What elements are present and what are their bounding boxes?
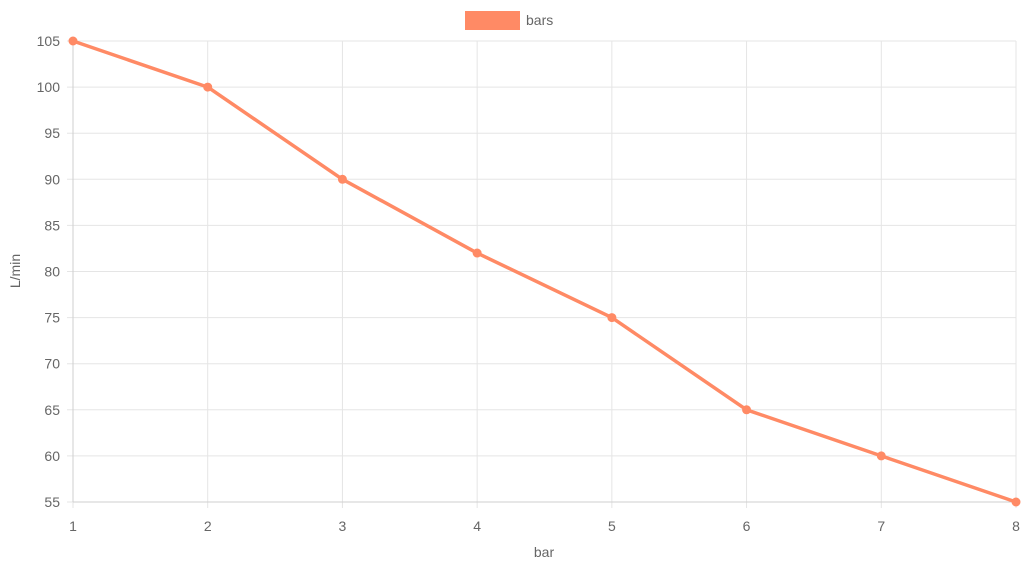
axes (72, 41, 1016, 503)
x-tick-label: 7 (877, 518, 885, 534)
x-tick-label: 6 (743, 518, 751, 534)
y-tick-label: 95 (44, 125, 60, 141)
x-tick-label: 4 (473, 518, 481, 534)
data-point[interactable] (1011, 497, 1021, 507)
y-tick-label: 80 (44, 264, 60, 280)
y-tick-label: 85 (44, 217, 60, 233)
y-tick-label: 65 (44, 402, 60, 418)
y-tick-label: 105 (37, 33, 61, 49)
data-point[interactable] (472, 248, 482, 258)
x-tick-label: 8 (1012, 518, 1020, 534)
legend[interactable]: bars (465, 11, 553, 30)
x-tick-label: 5 (608, 518, 616, 534)
y-tick-label: 70 (44, 356, 60, 372)
data-point[interactable] (68, 36, 78, 46)
y-axis-title: L/min (7, 254, 23, 288)
x-tick-label: 2 (204, 518, 212, 534)
y-tick-label: 90 (44, 171, 60, 187)
x-tick-labels: 1 2 3 4 5 6 7 8 (69, 518, 1020, 534)
y-tick-label: 75 (44, 310, 60, 326)
series-line (71, 39, 1018, 504)
y-tick-label: 100 (37, 79, 61, 95)
data-point[interactable] (337, 174, 347, 184)
x-axis-title: bar (534, 544, 555, 560)
data-point[interactable] (607, 313, 617, 323)
series (68, 36, 1021, 507)
x-tick-label: 1 (69, 518, 77, 534)
x-tick-label: 3 (339, 518, 347, 534)
y-tick-label: 55 (44, 494, 60, 510)
data-point[interactable] (876, 451, 886, 461)
y-tick-label: 60 (44, 448, 60, 464)
data-point[interactable] (203, 82, 213, 92)
y-tick-labels: 55 60 65 70 75 80 85 90 95 100 105 (37, 33, 61, 510)
legend-swatch[interactable] (465, 11, 520, 30)
grid (67, 40, 1017, 508)
data-point[interactable] (742, 405, 752, 415)
legend-label[interactable]: bars (526, 12, 553, 28)
